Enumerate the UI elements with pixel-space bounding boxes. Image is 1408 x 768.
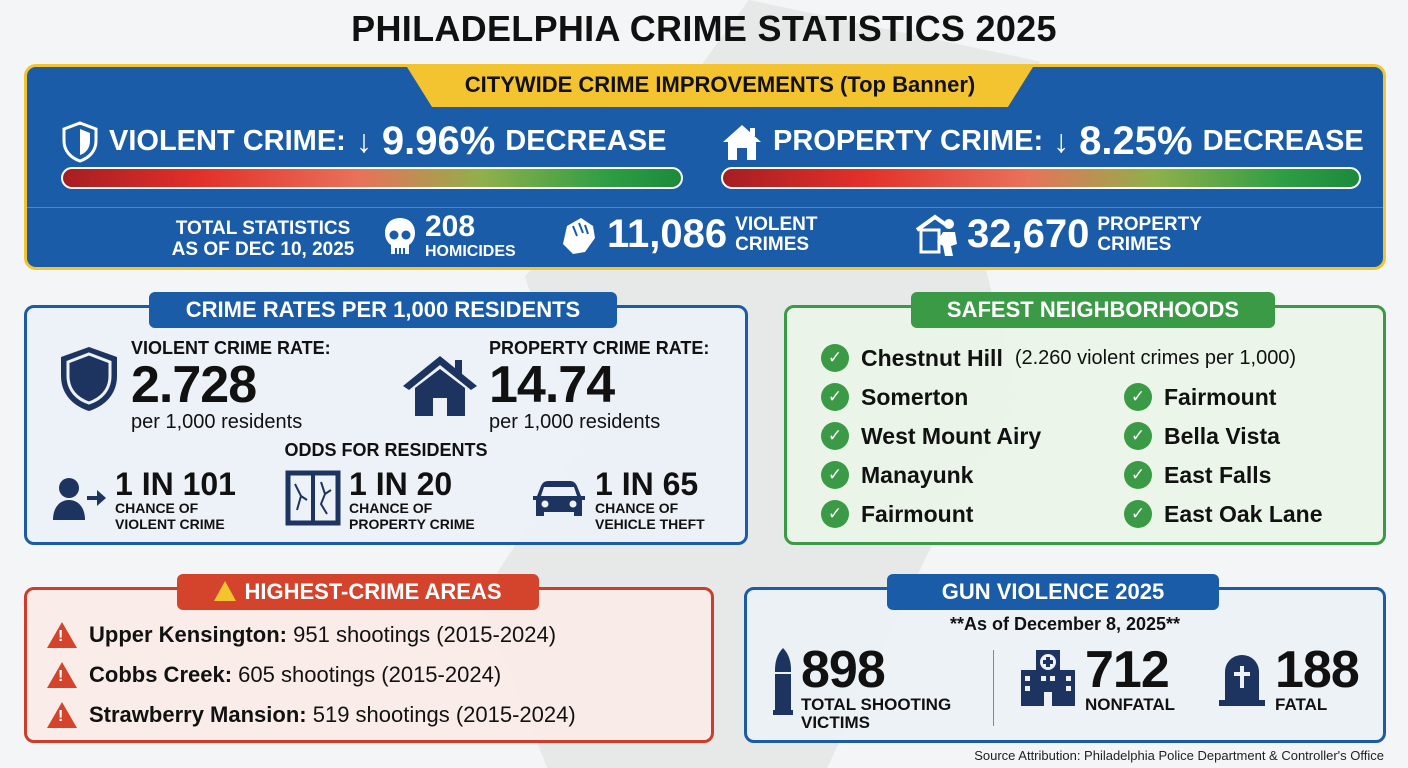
highest-crime-panel: HIGHEST-CRIME AREAS ! Upper Kensington: …	[24, 574, 714, 743]
shield-icon	[57, 344, 121, 434]
source-attribution: Source Attribution: Philadelphia Police …	[974, 748, 1384, 763]
high-crime-item: ! Upper Kensington: 951 shootings (2015-…	[47, 622, 556, 648]
odds-vehicle: 1 IN 65 CHANCE OF VEHICLE THEFT	[531, 468, 705, 532]
odds-property: 1 IN 20 CHANCE OF PROPERTY CRIME	[285, 468, 475, 532]
fist-icon	[559, 214, 599, 256]
safe-item: ✓ Manayunk	[821, 461, 973, 489]
page-title: PHILADELPHIA CRIME STATISTICS 2025	[351, 8, 1057, 49]
check-icon: ✓	[821, 344, 849, 372]
check-icon: ✓	[1124, 383, 1152, 411]
warning-icon: !	[47, 662, 77, 688]
citywide-banner: CITYWIDE CRIME IMPROVEMENTS (Top Banner)…	[24, 64, 1386, 270]
safe-item: ✓ Fairmount	[1124, 383, 1276, 411]
down-arrow-icon: ↓	[1053, 123, 1070, 159]
violent-crimes-stat: 11,086 VIOLENT CRIMES	[559, 212, 817, 257]
tombstone-icon	[1217, 652, 1267, 714]
violent-crime-change: VIOLENT CRIME: ↓ 9.96% DECREASE	[61, 119, 666, 164]
property-rate: PROPERTY CRIME RATE: 14.74 per 1,000 res…	[401, 338, 709, 434]
warning-icon	[214, 581, 237, 601]
crime-rates-tab: CRIME RATES PER 1,000 RESIDENTS	[149, 292, 617, 328]
down-arrow-icon: ↓	[355, 123, 372, 159]
safe-item: ✓ Bella Vista	[1124, 422, 1280, 450]
check-icon: ✓	[1124, 422, 1152, 450]
odds-violent: 1 IN 101 CHANCE OF VIOLENT CRIME	[51, 468, 236, 532]
safest-tab: SAFEST NEIGHBORHOODS	[911, 292, 1275, 328]
check-icon: ✓	[821, 422, 849, 450]
check-icon: ✓	[821, 500, 849, 528]
safe-item: ✓ Fairmount	[821, 500, 973, 528]
warning-icon: !	[47, 702, 77, 728]
shield-icon	[61, 120, 99, 163]
homicides-stat: 208 HOMICIDES	[383, 212, 516, 262]
banner-tab: CITYWIDE CRIME IMPROVEMENTS (Top Banner)	[407, 67, 1033, 107]
totals-row: TOTAL STATISTICS AS OF DEC 10, 2025 208 …	[27, 207, 1383, 267]
totals-as-of: TOTAL STATISTICS AS OF DEC 10, 2025	[171, 218, 355, 260]
person-arrow-icon	[51, 476, 107, 522]
violent-rate: VIOLENT CRIME RATE: 2.728 per 1,000 resi…	[57, 338, 331, 434]
safe-item: ✓ Somerton	[821, 383, 968, 411]
high-crime-item: ! Cobbs Creek: 605 shootings (2015-2024)	[47, 662, 501, 688]
safe-item: ✓ West Mount Airy	[821, 422, 1041, 450]
fatal-shootings: 188 FATAL	[1217, 644, 1360, 714]
safe-item: ✓ East Falls	[1124, 461, 1271, 489]
check-icon: ✓	[1124, 500, 1152, 528]
warning-icon: !	[47, 622, 77, 648]
gun-violence-panel: GUN VIOLENCE 2025 **As of December 8, 20…	[744, 574, 1386, 743]
total-shooting-victims: 898 TOTAL SHOOTING VICTIMS	[773, 644, 951, 732]
gun-as-of: **As of December 8, 2025**	[949, 614, 1181, 634]
violent-gradient-bar	[61, 167, 683, 189]
car-icon	[531, 478, 587, 522]
safe-item: ✓ East Oak Lane	[1124, 500, 1323, 528]
bullet-icon	[773, 646, 793, 732]
house-icon	[401, 352, 479, 434]
check-icon: ✓	[1124, 461, 1152, 489]
high-crime-item: ! Strawberry Mansion: 519 shootings (201…	[47, 702, 576, 728]
odds-title: ODDS FOR RESIDENTS	[284, 440, 488, 460]
divider	[993, 650, 994, 726]
burglar-icon	[915, 214, 959, 256]
gun-violence-tab: GUN VIOLENCE 2025	[887, 574, 1219, 610]
crime-rates-panel: CRIME RATES PER 1,000 RESIDENTS VIOLENT …	[24, 292, 748, 545]
broken-window-icon	[285, 470, 341, 526]
nonfatal-shootings: 712 NONFATAL	[1019, 644, 1175, 714]
house-icon	[721, 122, 763, 162]
property-gradient-bar	[721, 167, 1361, 189]
check-icon: ✓	[821, 383, 849, 411]
highest-crime-tab: HIGHEST-CRIME AREAS	[177, 574, 539, 610]
safe-item-top: ✓ Chestnut Hill (2.260 violent crimes pe…	[821, 344, 1296, 372]
property-crimes-stat: 32,670 PROPERTY CRIMES	[915, 212, 1202, 257]
hospital-icon	[1019, 648, 1077, 714]
property-crime-change: PROPERTY CRIME: ↓ 8.25% DECREASE	[721, 119, 1364, 164]
skull-icon	[383, 216, 417, 258]
check-icon: ✓	[821, 461, 849, 489]
safest-neighborhoods-panel: SAFEST NEIGHBORHOODS ✓ Chestnut Hill (2.…	[784, 292, 1386, 545]
